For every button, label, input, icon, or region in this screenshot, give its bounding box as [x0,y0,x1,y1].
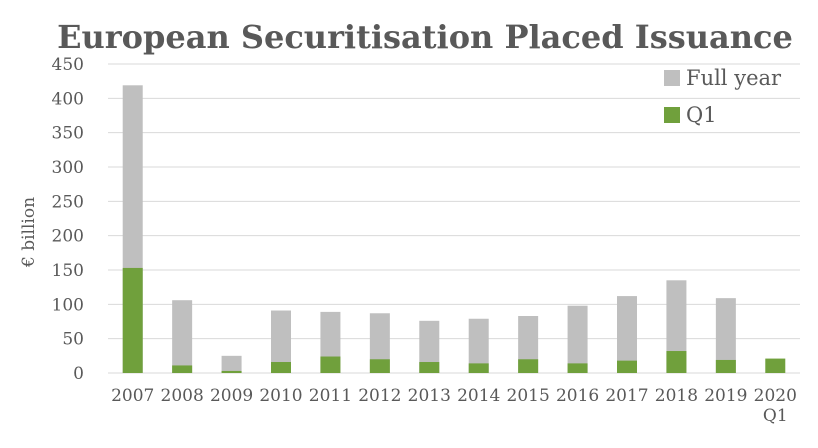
bar-full-year [666,280,687,373]
bar-q1 [419,362,440,373]
legend-swatch-q1 [664,107,680,123]
bar-q1 [221,370,242,373]
x-tick-label: 2007 [111,386,154,406]
bar-layer [122,85,786,373]
x-tick-label: 2010 [259,386,302,406]
bar-full-year [567,305,588,373]
chart-title: European Securitisation Placed Issuance [57,18,793,56]
bar-full-year [221,355,242,373]
y-tick-label: 400 [52,89,84,109]
bar-full-year [617,296,637,373]
x-tick-label: 2011 [309,386,352,406]
bar-full-year [715,298,736,373]
bar-q1 [715,359,736,373]
x-tick-label: 2009 [210,386,253,406]
bar-full-year [369,313,390,373]
legend-label-full-year: Full year [686,66,782,90]
x-tick-labels: 2007 2008 2009 2010 2011 2012 2013 2014 2015 2016… [111,386,797,426]
bar-full-year [468,318,489,373]
bar-q1 [765,358,786,373]
bar-q1 [369,359,390,373]
bar-q1 [666,351,687,373]
grid-layer [108,63,800,374]
x-tick-label: 2015 [507,386,550,406]
x-tick-label: 2008 [161,386,204,406]
y-axis-label: € billion [19,197,39,268]
y-tick-label: 100 [52,295,84,315]
bar-q1 [567,363,588,373]
bar-full-year [419,320,440,373]
bar-q1 [518,359,539,373]
legend: Full year Q1 [664,66,782,127]
x-tick-label: 2019 [704,386,747,406]
x-tick-label: 2016 [556,386,599,406]
bar-full-year [518,316,539,373]
y-tick-label: 50 [62,330,84,350]
y-tick-label: 450 [52,55,84,75]
y-tick-label: 300 [52,158,84,178]
bar-q1 [320,356,341,373]
y-tick-labels: 0 50 100 150 200 250 300 350 400 450 [52,55,84,384]
legend-label-q1: Q1 [686,103,717,127]
legend-swatch-full-year [664,70,680,86]
bar-full-year [271,310,291,373]
y-tick-label: 200 [52,227,84,247]
x-tick-label: 2014 [457,386,500,406]
bar-q1 [271,362,291,373]
bar-q1 [172,365,193,373]
y-tick-label: 0 [73,364,84,384]
x-tick-label: 2020 [754,386,797,406]
y-tick-label: 150 [52,261,84,281]
x-tick-label: 2017 [605,386,648,406]
x-tick-label: 2018 [655,386,698,406]
x-tick-label: 2013 [408,386,451,406]
bar-q1 [617,360,637,373]
y-tick-label: 250 [52,192,84,212]
x-tick-label: 2012 [358,386,401,406]
bar-q1 [122,267,143,373]
x-tick-label: Q1 [763,406,788,426]
y-tick-label: 350 [52,124,84,144]
bar-q1 [468,363,489,373]
bar-full-year [172,300,193,373]
